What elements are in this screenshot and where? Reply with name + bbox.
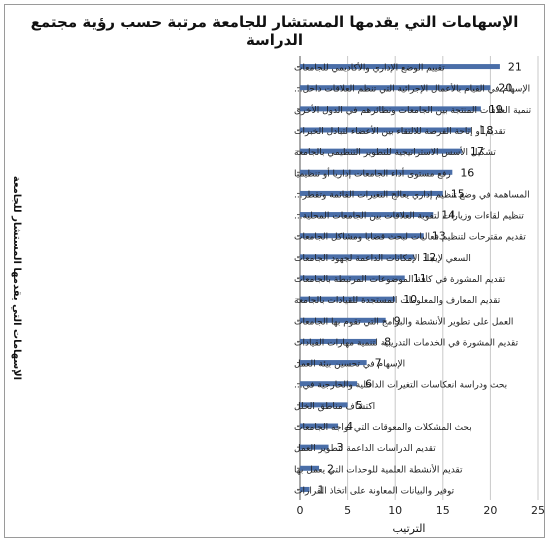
data-label: 5: [356, 399, 363, 412]
category-label: توفير والبيانات المعاونة على اتخاذ القرا…: [294, 486, 455, 496]
category-label: تقديم المعارف والمعلومات المستجدة للقياد…: [294, 296, 501, 306]
data-label: 11: [413, 272, 427, 285]
data-label: 3: [337, 441, 344, 454]
bar: [300, 169, 453, 175]
x-tick-label: 25: [531, 504, 545, 517]
chart-frame: الإسهامات التي يقدمها المستشار للجامعة م…: [4, 4, 545, 538]
data-label: 7: [375, 357, 382, 370]
bar: [300, 127, 472, 133]
data-label: 14: [441, 209, 455, 222]
category-label: تقديم الدراسات الداعمة لتطوير العمل: [294, 444, 436, 454]
data-label: 1: [318, 483, 325, 496]
category-label: تقديم المشورة في كافة الموضوعات المرتبطة…: [294, 275, 506, 285]
data-label: 20: [498, 82, 512, 95]
bar: [300, 85, 491, 91]
data-label: 12: [422, 251, 436, 264]
data-label: 8: [384, 335, 391, 348]
category-label: السعي لإيجاد الإمكانات الداعمة لجهود الج…: [294, 254, 471, 264]
bar: [300, 317, 386, 323]
x-axis-title: الترتيب: [393, 522, 426, 535]
bar: [300, 444, 329, 450]
category-label: تنمية العلاقات المنتجة بين الجامعات ونظا…: [294, 104, 532, 116]
category-label: تقديم المشورة في الخدمات التدريبية لتنمي…: [294, 338, 519, 348]
data-label: 2: [327, 462, 334, 475]
bar: [300, 275, 405, 281]
y-axis-title: الإسهامات التي يقدمها المستشار للجامعة: [11, 176, 22, 380]
category-label: العمل على تطوير الأنشطة والبرامج التي تق…: [294, 315, 513, 327]
data-label: 4: [346, 420, 353, 433]
category-label: تقييم الوضع الإداري والأكاديمي للجامعات: [294, 62, 445, 74]
data-label: 10: [403, 293, 417, 306]
category-label: تقديم أو إتاحة الفرصة للالتقاء بين الأعض…: [294, 125, 506, 137]
chart-title: الإسهامات التي يقدمها المستشار للجامعة م…: [30, 13, 519, 49]
category-label: رفع مستوى أداء الجامعات إداريا أو تنظيمي…: [294, 167, 451, 179]
data-label: 21: [508, 61, 522, 74]
bar: [300, 64, 500, 70]
bar: [300, 148, 462, 154]
x-tick-label: 20: [483, 504, 497, 517]
bar: [300, 402, 348, 408]
category-label: تنظيم لقاءات وزيارات لتقوية العلاقات بين…: [294, 212, 524, 222]
category-label: المساهمة في وضع تنظيم إداري يعالج التغير…: [294, 190, 530, 200]
bar: [300, 360, 367, 366]
data-label: 17: [470, 145, 484, 158]
x-tick-label: 15: [436, 504, 450, 517]
category-label: تقديم مقترحات لتنظيم فعاليات لبحث قضايا …: [294, 233, 526, 243]
x-tick-label: 0: [297, 504, 304, 517]
bar: [300, 233, 424, 239]
x-tick-label: 5: [344, 504, 351, 517]
data-label: 19: [489, 103, 503, 116]
bar: [300, 486, 310, 492]
category-label: الإسهام في تحسين بيئة العمل: [294, 360, 405, 370]
category-label: تشكيل الأسس الاستراتيجية للتطوير التنظيم…: [294, 146, 496, 158]
data-label: 13: [432, 230, 446, 243]
data-label: 15: [451, 187, 465, 200]
bar: [300, 465, 320, 471]
category-label: بحث ودراسة انعكاسات التغيرات الداخلية وا…: [294, 381, 507, 391]
category-label: تقديم الأنشطة العلمية للوحدات التي يعمل …: [294, 463, 463, 475]
category-label: الإسهام في القيام بالأعمال الإجرائية الت…: [294, 83, 530, 95]
data-label: 18: [479, 124, 493, 137]
data-label: 9: [394, 314, 401, 327]
data-label: 16: [460, 166, 474, 179]
bar: [300, 296, 396, 302]
category-label: بحث المشكلات والمعوقات التي تواجه الجامع…: [294, 423, 472, 433]
category-label: اكتشاف مناطق الخلل: [294, 402, 375, 412]
bar: [300, 190, 443, 196]
bar: [300, 338, 377, 344]
bar: [300, 212, 434, 218]
bar: [300, 381, 358, 387]
bar: [300, 106, 481, 112]
bar: [300, 423, 339, 429]
data-label: 6: [365, 378, 372, 391]
x-tick-label: 10: [388, 504, 402, 517]
bar: [300, 254, 415, 260]
